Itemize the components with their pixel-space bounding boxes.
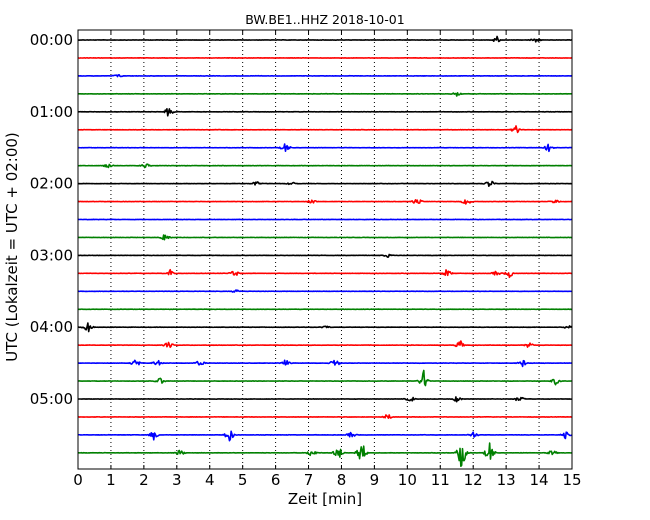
plot-frame <box>77 29 573 470</box>
y-tick-label: 05:00 <box>30 390 73 408</box>
seismic-trace <box>77 359 573 368</box>
axes-frame <box>77 29 573 470</box>
seismic-trace <box>77 369 573 387</box>
seismic-trace <box>78 430 573 442</box>
x-tick-label: 2 <box>139 471 149 489</box>
seismic-trace <box>77 396 573 403</box>
seismic-trace <box>77 234 573 241</box>
seismic-trace <box>77 289 573 293</box>
seismic-trace <box>77 180 573 187</box>
x-tick-label: 11 <box>431 471 450 489</box>
x-tick-label: 1 <box>106 471 116 489</box>
x-tick-label: 8 <box>337 471 347 489</box>
y-axis-label: UTC (Lokalzeit = UTC + 02:00) <box>3 132 21 362</box>
seismic-trace <box>77 92 573 97</box>
x-tick-label: 12 <box>464 471 483 489</box>
x-tick-label: 7 <box>304 471 314 489</box>
seismic-trace <box>77 322 573 333</box>
x-tick-label: 15 <box>562 471 581 489</box>
y-axis-ticks: 00:00 01:00 02:00 03:00 04:00 05:00 <box>30 31 572 408</box>
y-tick-label: 03:00 <box>30 246 73 264</box>
seismic-trace <box>77 442 573 468</box>
y-tick-label: 01:00 <box>30 103 73 121</box>
x-tick-label: 0 <box>73 471 83 489</box>
seismic-trace <box>77 340 573 349</box>
seismic-trace <box>77 199 573 205</box>
x-tick-label: 5 <box>238 471 248 489</box>
x-tick-label: 4 <box>205 471 215 489</box>
trace-group <box>77 35 573 468</box>
x-tick-label: 13 <box>497 471 516 489</box>
seismic-trace <box>77 163 573 169</box>
chart-title: BW.BE1..HHZ 2018-10-01 <box>245 12 404 27</box>
seismic-trace <box>77 108 573 117</box>
x-tick-label: 10 <box>398 471 417 489</box>
x-axis-ticks: 0 1 2 3 4 5 6 7 8 9 10 11 12 13 14 15 <box>73 30 582 489</box>
x-tick-label: 9 <box>370 471 380 489</box>
y-tick-label: 04:00 <box>30 318 73 336</box>
x-tick-label: 14 <box>530 471 549 489</box>
x-tick-label: 3 <box>172 471 182 489</box>
seismic-trace <box>77 125 573 134</box>
seismic-trace <box>77 414 573 419</box>
seismic-trace <box>77 268 573 279</box>
y-tick-label: 02:00 <box>30 175 73 193</box>
vertical-grid <box>110 30 540 469</box>
seismic-trace <box>77 143 573 153</box>
seismic-trace <box>77 35 573 43</box>
y-tick-label: 00:00 <box>30 31 73 49</box>
x-axis-label: Zeit [min] <box>288 490 362 508</box>
seismic-trace <box>77 253 573 258</box>
seismic-trace <box>77 74 573 78</box>
x-tick-label: 6 <box>271 471 281 489</box>
